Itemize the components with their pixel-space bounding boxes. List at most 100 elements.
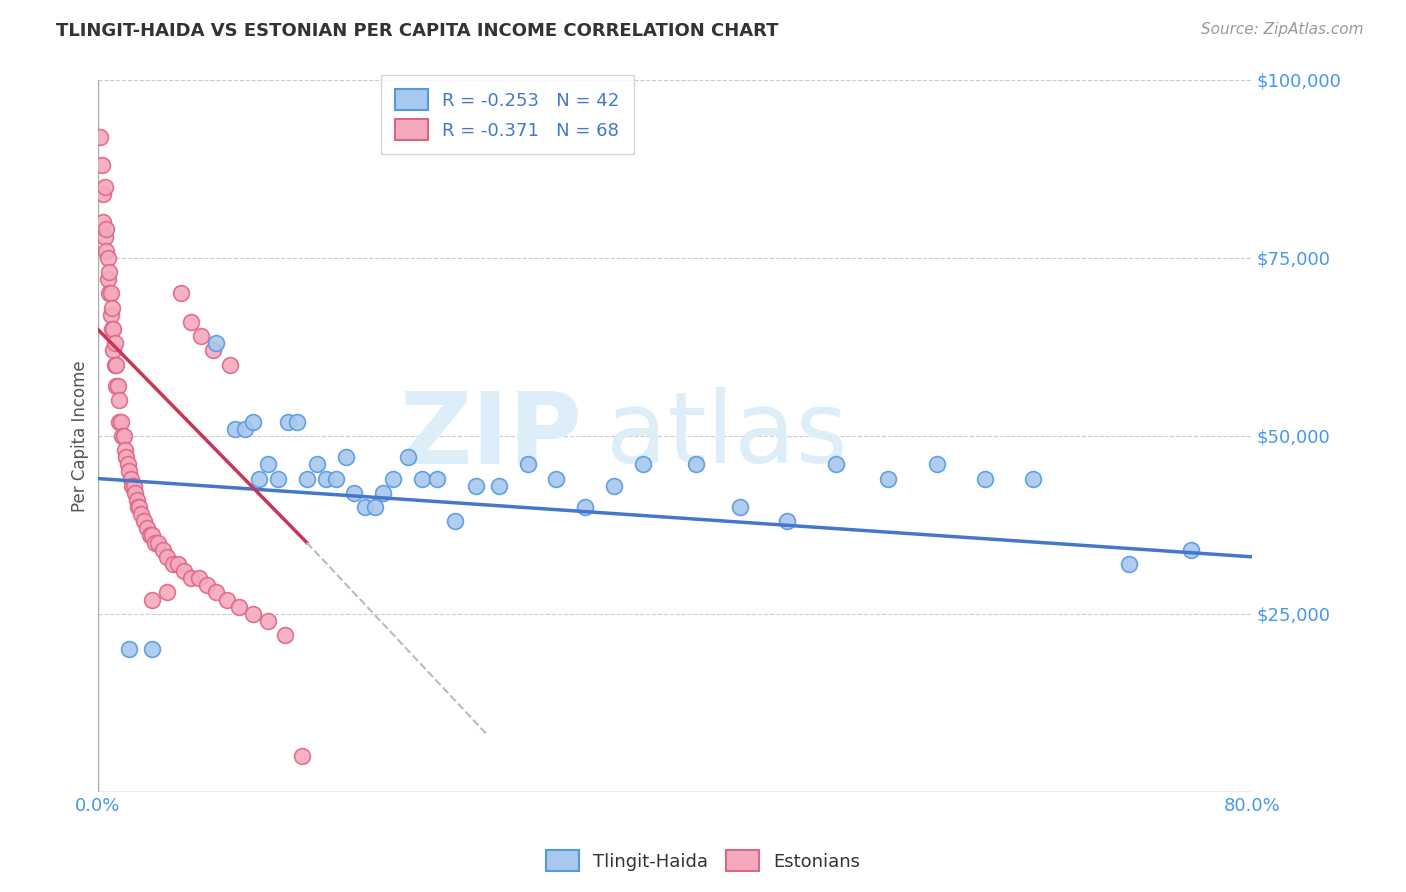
Point <box>162 557 184 571</box>
Text: ZIP: ZIP <box>399 387 582 484</box>
Point <box>335 450 357 465</box>
Point <box>114 443 136 458</box>
Point <box>97 251 120 265</box>
Point <box>363 500 385 514</box>
Point <box>257 458 280 472</box>
Point <box>516 458 538 472</box>
Point <box>325 471 347 485</box>
Point <box>464 478 486 492</box>
Point <box>141 528 163 542</box>
Point <box>152 542 174 557</box>
Point <box>233 422 256 436</box>
Point <box>1118 557 1140 571</box>
Point <box>277 415 299 429</box>
Point <box>205 585 228 599</box>
Point <box>110 415 132 429</box>
Y-axis label: Per Capita Income: Per Capita Income <box>72 360 89 512</box>
Point <box>127 500 149 514</box>
Point <box>631 458 654 472</box>
Point <box>728 500 751 514</box>
Point <box>118 642 141 657</box>
Point <box>825 458 848 472</box>
Point <box>115 450 138 465</box>
Point <box>195 578 218 592</box>
Point <box>103 343 125 358</box>
Point <box>111 429 134 443</box>
Point <box>343 485 366 500</box>
Text: atlas: atlas <box>606 387 848 484</box>
Point <box>373 485 395 500</box>
Point <box>94 179 117 194</box>
Point <box>291 749 314 764</box>
Point <box>411 471 433 485</box>
Point <box>122 478 145 492</box>
Point <box>117 458 139 472</box>
Point <box>927 458 949 472</box>
Point <box>90 158 112 172</box>
Point <box>546 471 568 485</box>
Point <box>93 215 115 229</box>
Point <box>108 415 131 429</box>
Point <box>488 478 510 492</box>
Point <box>96 222 118 236</box>
Point <box>118 465 141 479</box>
Point <box>1021 471 1043 485</box>
Point <box>180 315 202 329</box>
Point <box>685 458 707 472</box>
Point <box>295 471 318 485</box>
Point <box>228 599 250 614</box>
Point <box>219 358 242 372</box>
Point <box>143 535 166 549</box>
Point <box>135 521 157 535</box>
Point <box>138 528 160 542</box>
Point <box>128 500 150 514</box>
Point <box>776 514 799 528</box>
Point <box>205 336 228 351</box>
Point <box>132 514 155 528</box>
Point <box>274 628 297 642</box>
Point <box>167 557 190 571</box>
Point <box>224 422 246 436</box>
Point <box>217 592 239 607</box>
Point <box>877 471 900 485</box>
Legend: R = -0.253   N = 42, R = -0.371   N = 68: R = -0.253 N = 42, R = -0.371 N = 68 <box>381 75 634 154</box>
Point <box>105 358 128 372</box>
Point <box>173 564 195 578</box>
Point <box>93 186 115 201</box>
Point <box>974 471 997 485</box>
Point <box>124 485 146 500</box>
Point <box>141 642 163 657</box>
Point <box>125 492 148 507</box>
Point <box>190 329 212 343</box>
Point <box>267 471 290 485</box>
Point <box>148 535 170 549</box>
Point <box>603 478 626 492</box>
Text: Source: ZipAtlas.com: Source: ZipAtlas.com <box>1201 22 1364 37</box>
Point <box>96 244 118 258</box>
Point <box>285 415 308 429</box>
Point <box>156 585 179 599</box>
Point <box>94 229 117 244</box>
Point <box>103 322 125 336</box>
Point <box>97 272 120 286</box>
Point <box>353 500 375 514</box>
Point <box>202 343 225 358</box>
Point <box>108 393 131 408</box>
Point <box>129 507 152 521</box>
Point <box>121 478 143 492</box>
Point <box>315 471 337 485</box>
Point <box>101 301 124 315</box>
Point <box>100 308 122 322</box>
Point <box>180 571 202 585</box>
Point <box>426 471 449 485</box>
Point <box>396 450 419 465</box>
Point <box>141 592 163 607</box>
Point <box>242 607 264 621</box>
Point <box>112 429 135 443</box>
Text: TLINGIT-HAIDA VS ESTONIAN PER CAPITA INCOME CORRELATION CHART: TLINGIT-HAIDA VS ESTONIAN PER CAPITA INC… <box>56 22 779 40</box>
Point <box>382 471 405 485</box>
Point <box>105 379 128 393</box>
Point <box>444 514 467 528</box>
Point <box>100 286 122 301</box>
Point <box>104 358 127 372</box>
